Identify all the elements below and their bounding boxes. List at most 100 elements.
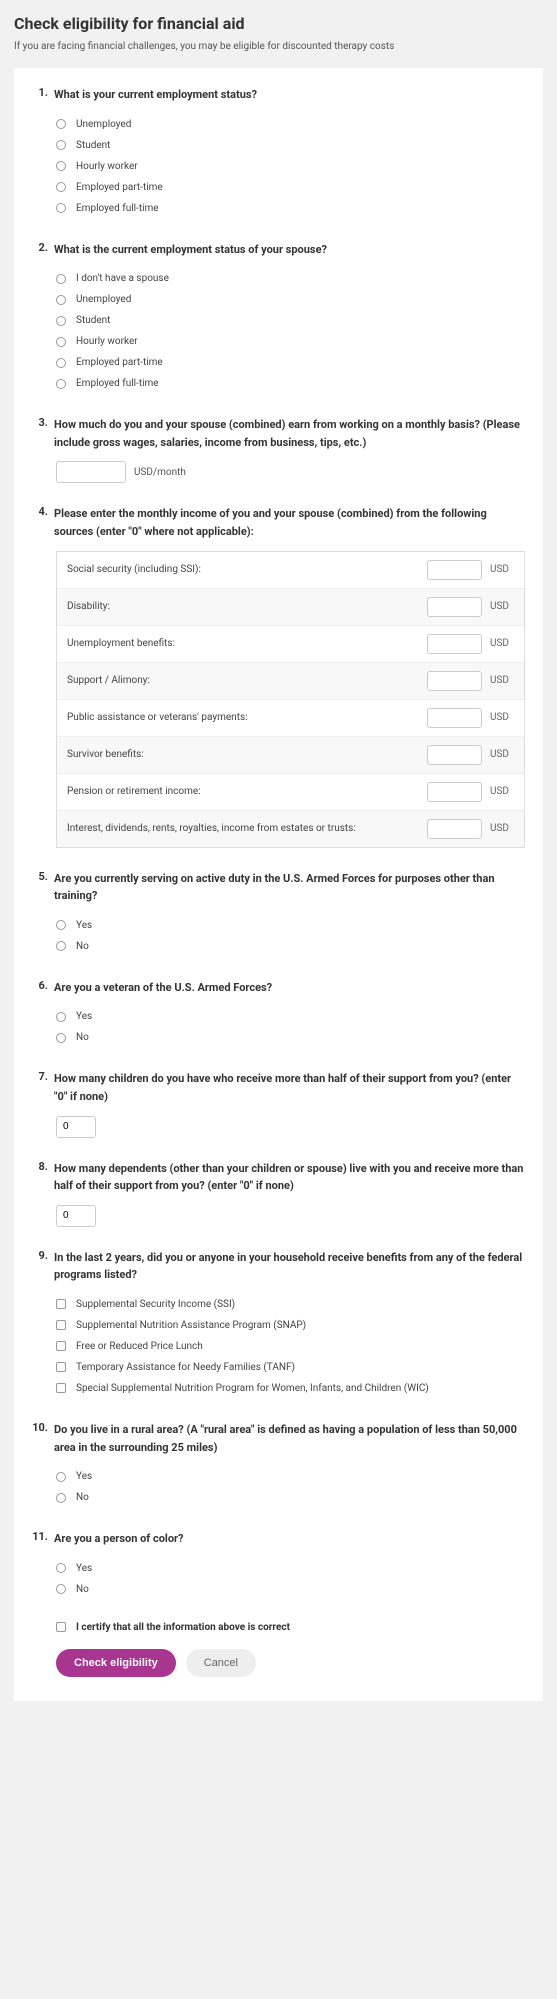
option-label: Employed full-time [76, 378, 159, 389]
income-input[interactable] [427, 708, 482, 728]
q5-options: Yes No [32, 915, 525, 957]
income-row: Survivor benefits:USD [57, 737, 524, 774]
q2-option[interactable]: Unemployed [56, 289, 525, 310]
q6-text: Are you a veteran of the U.S. Armed Forc… [54, 979, 525, 997]
income-input[interactable] [427, 634, 482, 654]
q9-option[interactable]: Free or Reduced Price Lunch [56, 1336, 525, 1357]
income-unit: USD [490, 712, 514, 723]
q6-option[interactable]: No [56, 1027, 525, 1048]
q1-option[interactable]: Unemployed [56, 114, 525, 135]
income-table: Social security (including SSI):USD Disa… [56, 551, 525, 848]
q2-option[interactable]: Student [56, 310, 525, 331]
q10-options: Yes No [32, 1466, 525, 1508]
q2-option[interactable]: Hourly worker [56, 331, 525, 352]
option-label: No [76, 941, 89, 952]
q11-number: 11. [32, 1530, 48, 1543]
checkbox-icon [56, 1362, 66, 1372]
q10-option[interactable]: Yes [56, 1466, 525, 1487]
radio-icon [56, 161, 66, 171]
income-row: Pension or retirement income: USD [57, 774, 524, 811]
income-input[interactable] [427, 819, 482, 839]
income-unit: USD [490, 786, 514, 797]
option-label: Yes [76, 1471, 92, 1482]
q9-option[interactable]: Supplemental Security Income (SSI) [56, 1294, 525, 1315]
q2-option[interactable]: Employed full-time [56, 373, 525, 394]
question-4: 4. Please enter the monthly income of yo… [32, 505, 525, 847]
q3-number: 3. [32, 416, 48, 429]
income-row: Social security (including SSI): USD [57, 552, 524, 589]
radio-icon [56, 358, 66, 368]
q2-number: 2. [32, 241, 48, 254]
question-3: 3. How much do you and your spouse (comb… [32, 416, 525, 483]
q10-number: 10. [32, 1421, 48, 1434]
radio-icon [56, 274, 66, 284]
q1-option[interactable]: Employed full-time [56, 198, 525, 219]
q9-option[interactable]: Temporary Assistance for Needy Families … [56, 1357, 525, 1378]
q8-input[interactable] [56, 1205, 96, 1227]
income-input[interactable] [427, 782, 482, 802]
option-label: Unemployed [76, 294, 131, 305]
income-input[interactable] [427, 745, 482, 765]
q3-suffix: USD/month [134, 467, 186, 478]
button-row: Check eligibility Cancel [32, 1649, 525, 1677]
option-label: Supplemental Security Income (SSI) [76, 1299, 235, 1310]
income-input[interactable] [427, 597, 482, 617]
income-row: Support / Alimony:USD [57, 663, 524, 700]
q7-number: 7. [32, 1070, 48, 1083]
option-label: Free or Reduced Price Lunch [76, 1341, 203, 1352]
q5-option[interactable]: No [56, 936, 525, 957]
q1-option[interactable]: Student [56, 135, 525, 156]
q2-option[interactable]: I don't have a spouse [56, 268, 525, 289]
income-unit: USD [490, 638, 514, 649]
option-label: Yes [76, 920, 92, 931]
radio-icon [56, 295, 66, 305]
option-label: Supplemental Nutrition Assistance Progra… [76, 1320, 306, 1331]
radio-icon [56, 1012, 66, 1022]
cancel-button[interactable]: Cancel [186, 1649, 256, 1677]
option-label: Student [76, 140, 110, 151]
question-6: 6. Are you a veteran of the U.S. Armed F… [32, 979, 525, 1049]
option-label: Employed full-time [76, 203, 159, 214]
q9-option[interactable]: Special Supplemental Nutrition Program f… [56, 1378, 525, 1399]
question-5: 5. Are you currently serving on active d… [32, 870, 525, 957]
q11-option[interactable]: No [56, 1579, 525, 1600]
question-7: 7. How many children do you have who rec… [32, 1070, 525, 1137]
question-10: 10. Do you live in a rural area? (A "rur… [32, 1421, 525, 1508]
income-input[interactable] [427, 671, 482, 691]
check-eligibility-button[interactable]: Check eligibility [56, 1649, 176, 1677]
q1-option[interactable]: Employed part-time [56, 177, 525, 198]
income-label: Social security (including SSI): [67, 564, 419, 575]
option-label: Yes [76, 1011, 92, 1022]
income-unit: USD [490, 564, 514, 575]
q7-input[interactable] [56, 1116, 96, 1138]
q11-text: Are you a person of color? [54, 1530, 525, 1548]
checkbox-icon [56, 1320, 66, 1330]
radio-icon [56, 337, 66, 347]
q3-input[interactable] [56, 461, 126, 483]
q6-option[interactable]: Yes [56, 1006, 525, 1027]
income-input[interactable] [427, 560, 482, 580]
certify-row[interactable]: I certify that all the information above… [32, 1622, 525, 1633]
page-subtitle: If you are facing financial challenges, … [14, 41, 543, 52]
q2-option[interactable]: Employed part-time [56, 352, 525, 373]
q5-text: Are you currently serving on active duty… [54, 870, 525, 905]
q6-number: 6. [32, 979, 48, 992]
page-title: Check eligibility for financial aid [14, 14, 543, 33]
income-row: Public assistance or veterans' payments:… [57, 700, 524, 737]
q11-option[interactable]: Yes [56, 1558, 525, 1579]
q10-option[interactable]: No [56, 1487, 525, 1508]
q7-text: How many children do you have who receiv… [54, 1070, 525, 1105]
q4-number: 4. [32, 505, 48, 518]
q4-text: Please enter the monthly income of you a… [54, 505, 525, 540]
q9-option[interactable]: Supplemental Nutrition Assistance Progra… [56, 1315, 525, 1336]
income-label: Pension or retirement income: [67, 786, 419, 797]
q1-option[interactable]: Hourly worker [56, 156, 525, 177]
income-label: Interest, dividends, rents, royalties, i… [67, 823, 419, 834]
income-unit: USD [490, 601, 514, 612]
option-label: No [76, 1584, 89, 1595]
income-unit: USD [490, 749, 514, 760]
income-label: Support / Alimony: [67, 675, 419, 686]
q5-option[interactable]: Yes [56, 915, 525, 936]
checkbox-icon [56, 1383, 66, 1393]
option-label: Employed part-time [76, 182, 163, 193]
